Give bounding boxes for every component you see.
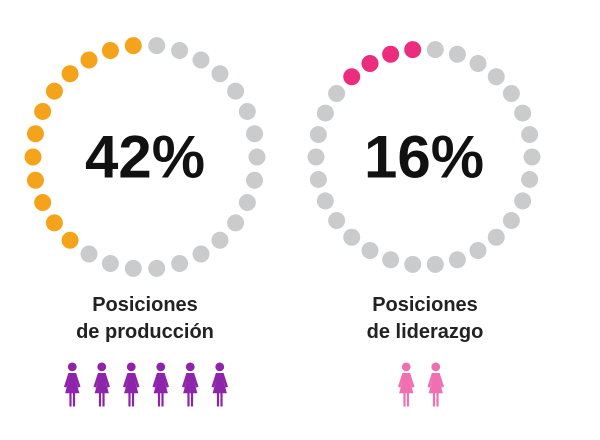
leadership-dot-empty bbox=[309, 170, 327, 188]
leadership-dot-filled bbox=[361, 54, 379, 72]
leadership-dot-empty bbox=[514, 192, 532, 210]
leadership-dot-empty bbox=[448, 45, 466, 63]
production-dot-empty bbox=[148, 259, 166, 277]
leadership-dot-empty bbox=[469, 242, 487, 260]
production-dot-filled bbox=[26, 125, 44, 143]
production-dot-filled bbox=[101, 41, 119, 59]
production-dot-empty bbox=[171, 255, 189, 273]
leadership-dot-empty bbox=[307, 148, 325, 166]
production-dot-empty bbox=[248, 148, 266, 166]
production-dot-empty bbox=[80, 245, 98, 263]
leadership-dot-filled bbox=[404, 41, 422, 59]
production-label: Posiciones de producción bbox=[25, 292, 265, 346]
production-dot-empty bbox=[171, 41, 189, 59]
production-dot-filled bbox=[34, 102, 52, 120]
leadership-dot-empty bbox=[523, 148, 541, 166]
production-dot-empty bbox=[148, 37, 166, 55]
production-dot-filled bbox=[80, 51, 98, 69]
leadership-dot-empty bbox=[469, 54, 487, 72]
leadership-dot-empty bbox=[404, 255, 422, 273]
leadership-donut: 16% bbox=[307, 41, 541, 273]
leadership-label: Posiciones de liderazgo bbox=[305, 292, 545, 346]
production-dot-empty bbox=[227, 82, 245, 100]
production-dot-empty bbox=[227, 214, 245, 232]
production-dot-empty bbox=[238, 194, 256, 212]
woman-figure-icon bbox=[93, 362, 110, 407]
leadership-dot-empty bbox=[426, 255, 444, 273]
woman-figure-icon bbox=[427, 362, 444, 407]
production-dot-filled bbox=[24, 148, 42, 166]
production-dot-empty bbox=[246, 125, 264, 143]
leadership-percentage: 16% bbox=[364, 124, 484, 191]
production-dot-filled bbox=[45, 82, 63, 100]
leadership-dot-empty bbox=[328, 85, 346, 103]
production-dot-empty bbox=[246, 171, 264, 189]
production-dot-empty bbox=[192, 51, 210, 69]
leadership-dot-empty bbox=[514, 104, 532, 122]
leadership-dot-empty bbox=[316, 104, 334, 122]
production-dot-empty bbox=[101, 255, 119, 273]
leadership-dot-empty bbox=[502, 85, 520, 103]
leadership-dot-filled bbox=[343, 68, 361, 86]
leadership-dot-empty bbox=[487, 68, 505, 86]
production-women-icons bbox=[64, 362, 228, 407]
production-dot-empty bbox=[238, 102, 256, 120]
leadership-label-line-1: Posiciones bbox=[372, 294, 478, 316]
leadership-women-icons bbox=[398, 362, 444, 407]
leadership-dot-empty bbox=[448, 251, 466, 269]
production-dot-filled bbox=[34, 194, 52, 212]
woman-figure-icon bbox=[211, 362, 228, 407]
leadership-dot-empty bbox=[521, 170, 539, 188]
production-percentage: 42% bbox=[85, 124, 205, 191]
leadership-dot-empty bbox=[382, 251, 400, 269]
production-dot-filled bbox=[124, 37, 142, 55]
leadership-dot-empty bbox=[426, 41, 444, 59]
production-donut: 42% bbox=[24, 37, 266, 277]
leadership-dot-empty bbox=[361, 242, 379, 260]
production-label-line-2: de producción bbox=[76, 321, 214, 343]
production-dot-filled bbox=[61, 231, 79, 249]
production-label-line-1: Posiciones bbox=[92, 294, 198, 316]
production-dot-empty bbox=[211, 231, 229, 249]
leadership-dot-empty bbox=[328, 211, 346, 229]
production-dot-filled bbox=[61, 65, 79, 83]
production-dot-filled bbox=[45, 214, 63, 232]
leadership-dot-empty bbox=[502, 211, 520, 229]
leadership-dot-filled bbox=[382, 45, 400, 63]
woman-figure-icon bbox=[182, 362, 199, 407]
woman-figure-icon bbox=[152, 362, 169, 407]
leadership-dot-empty bbox=[343, 228, 361, 246]
leadership-dot-empty bbox=[487, 228, 505, 246]
woman-figure-icon bbox=[398, 362, 415, 407]
woman-figure-icon bbox=[64, 362, 81, 407]
leadership-dot-empty bbox=[309, 126, 327, 144]
production-dot-empty bbox=[192, 245, 210, 263]
production-dot-filled bbox=[26, 171, 44, 189]
production-dot-empty bbox=[211, 65, 229, 83]
leadership-dot-empty bbox=[521, 126, 539, 144]
woman-figure-icon bbox=[123, 362, 140, 407]
leadership-dot-empty bbox=[316, 192, 334, 210]
production-dot-empty bbox=[124, 259, 142, 277]
leadership-label-line-2: de liderazgo bbox=[366, 321, 484, 343]
